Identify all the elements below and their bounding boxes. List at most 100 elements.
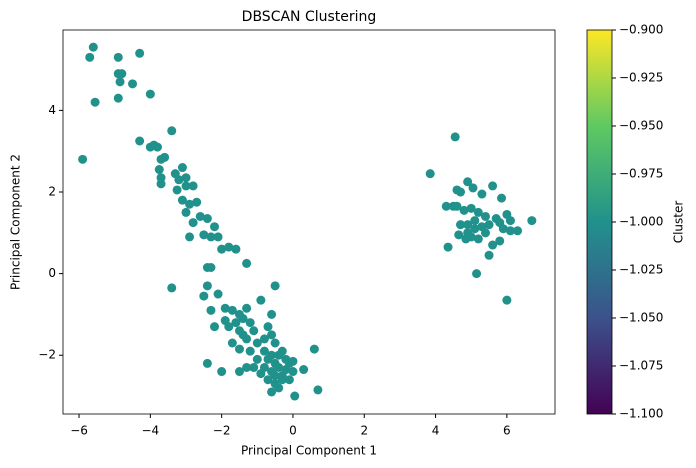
chart-title: DBSCAN Clustering	[242, 9, 377, 25]
data-point	[270, 371, 280, 381]
data-point	[441, 201, 451, 211]
x-tick-label: 4	[432, 424, 440, 438]
data-point	[463, 228, 473, 238]
data-point	[185, 232, 195, 242]
data-point	[470, 224, 480, 234]
data-point	[466, 203, 476, 213]
data-point	[513, 226, 523, 236]
data-point	[459, 205, 469, 215]
data-point	[463, 177, 473, 187]
colorbar-tick-label: −1.075	[619, 359, 663, 373]
data-point	[480, 211, 490, 221]
data-point	[195, 211, 205, 221]
data-point	[135, 48, 145, 58]
data-point	[245, 346, 255, 356]
data-point	[277, 346, 287, 356]
colorbar-tick-label: −1.100	[619, 407, 663, 421]
data-point	[177, 195, 187, 205]
data-point	[242, 258, 252, 268]
data-point	[249, 326, 259, 336]
data-point	[470, 216, 480, 226]
data-point	[267, 387, 277, 397]
data-point	[456, 187, 466, 197]
data-point	[505, 226, 515, 236]
data-point	[199, 291, 209, 301]
data-point	[206, 305, 216, 315]
data-point	[217, 367, 227, 377]
data-point	[167, 126, 177, 136]
data-point	[527, 216, 537, 226]
data-point	[252, 354, 262, 364]
data-point	[498, 224, 508, 234]
data-point	[245, 318, 255, 328]
x-tick-label: 0	[289, 424, 297, 438]
colorbar-tick-label: −0.975	[619, 167, 663, 181]
colorbar-tick-label: −1.025	[619, 263, 663, 277]
data-point	[259, 346, 269, 356]
data-point	[277, 375, 287, 385]
data-point	[227, 305, 237, 315]
colorbar-tick-label: −0.900	[619, 23, 663, 37]
data-point	[484, 250, 494, 260]
data-point	[185, 199, 195, 209]
data-point	[502, 295, 512, 305]
data-point	[220, 303, 230, 313]
data-point	[452, 201, 462, 211]
data-point	[113, 93, 123, 103]
plot-frame	[62, 29, 556, 415]
data-point	[115, 77, 125, 87]
data-point	[202, 214, 212, 224]
data-point	[290, 391, 300, 401]
data-point	[267, 309, 277, 319]
data-point	[425, 169, 435, 179]
data-point	[450, 132, 460, 142]
colorbar-label: Cluster	[672, 201, 686, 244]
data-point	[156, 179, 166, 189]
data-point	[488, 240, 498, 250]
data-point	[242, 362, 252, 372]
data-point	[288, 356, 298, 366]
data-point	[210, 222, 220, 232]
data-point	[299, 365, 309, 375]
data-point	[234, 367, 244, 377]
data-point	[443, 242, 453, 252]
data-point	[90, 97, 100, 107]
data-point	[497, 193, 507, 203]
x-tick-label: −6	[70, 424, 88, 438]
data-point	[238, 314, 248, 324]
x-tick-label: 2	[360, 424, 368, 438]
data-point	[274, 362, 284, 372]
y-tick-label: 4	[48, 103, 56, 117]
y-tick-label: 0	[48, 266, 56, 280]
data-point	[252, 338, 262, 348]
data-point	[181, 207, 191, 217]
data-point	[270, 281, 280, 291]
data-point	[135, 136, 145, 146]
data-point	[202, 281, 212, 291]
data-point	[174, 175, 184, 185]
data-point	[259, 362, 269, 372]
data-point	[259, 334, 269, 344]
x-tick-label: −4	[141, 424, 159, 438]
data-point	[188, 218, 198, 228]
data-point	[231, 244, 241, 254]
data-point	[160, 152, 170, 162]
data-point	[213, 232, 223, 242]
data-point	[145, 89, 155, 99]
data-point	[263, 375, 273, 385]
data-point	[192, 197, 202, 207]
data-point	[454, 230, 464, 240]
data-point	[117, 69, 127, 79]
data-point	[456, 220, 466, 230]
data-point	[309, 344, 319, 354]
data-point	[242, 303, 252, 313]
data-point	[177, 163, 187, 173]
data-point	[213, 289, 223, 299]
data-point	[224, 242, 234, 252]
y-tick-label: −2	[38, 348, 56, 362]
data-point	[488, 181, 498, 191]
x-tick-label: 6	[503, 424, 511, 438]
data-point	[227, 338, 237, 348]
data-point	[270, 338, 280, 348]
